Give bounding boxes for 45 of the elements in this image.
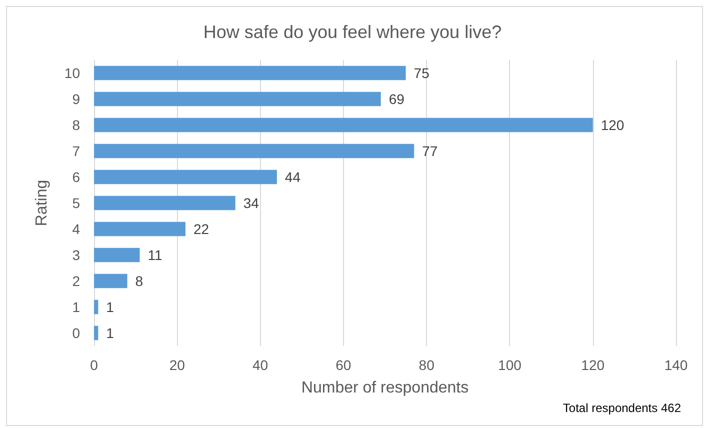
bar (94, 274, 128, 288)
y-axis-title: Rating (34, 180, 50, 226)
y-tick-label: 6 (72, 169, 80, 185)
data-label: 34 (243, 195, 260, 211)
bar (94, 92, 381, 106)
bar (94, 248, 140, 262)
chart-title: How safe do you feel where you live? (203, 22, 502, 42)
y-tick-label: 0 (72, 325, 80, 341)
bar (94, 300, 98, 314)
x-tick-label: 0 (90, 357, 98, 373)
text: Total respondents 462 (562, 401, 682, 415)
data-label: 120 (600, 117, 624, 133)
x-tick-label: 120 (581, 357, 605, 373)
data-label: 8 (135, 273, 144, 289)
bar (94, 326, 98, 340)
data-label: 75 (414, 65, 430, 81)
x-tick-label: 100 (498, 357, 522, 373)
x-tick-label: 60 (336, 357, 352, 373)
bar (94, 144, 414, 158)
bar (94, 170, 277, 184)
y-tick-label: 1 (72, 299, 80, 315)
y-tick-label: 3 (72, 247, 80, 263)
data-label: 1 (106, 299, 114, 315)
x-axis-title: Number of respondents (301, 380, 469, 396)
data-label: 69 (388, 91, 405, 107)
data-label: 77 (422, 143, 438, 159)
x-tick-label: 40 (252, 357, 268, 373)
y-tick-label: 10 (64, 65, 80, 81)
bar (94, 222, 186, 236)
bar (94, 66, 406, 80)
y-tick-label: 9 (72, 91, 80, 107)
x-tick-label: 20 (169, 357, 186, 373)
data-label: 11 (148, 247, 162, 263)
bar (94, 196, 236, 210)
y-tick-label: 7 (72, 143, 80, 159)
x-tick-label: 80 (418, 357, 435, 373)
bar (94, 118, 593, 132)
y-tick-label: 5 (72, 195, 80, 211)
x-tick-label: 140 (664, 357, 688, 373)
y-tick-label: 4 (72, 221, 80, 237)
data-label: 44 (284, 169, 301, 185)
y-tick-label: 2 (72, 273, 80, 289)
data-label: 1 (106, 325, 114, 341)
y-tick-label: 8 (72, 117, 80, 133)
data-label: 22 (193, 221, 210, 237)
